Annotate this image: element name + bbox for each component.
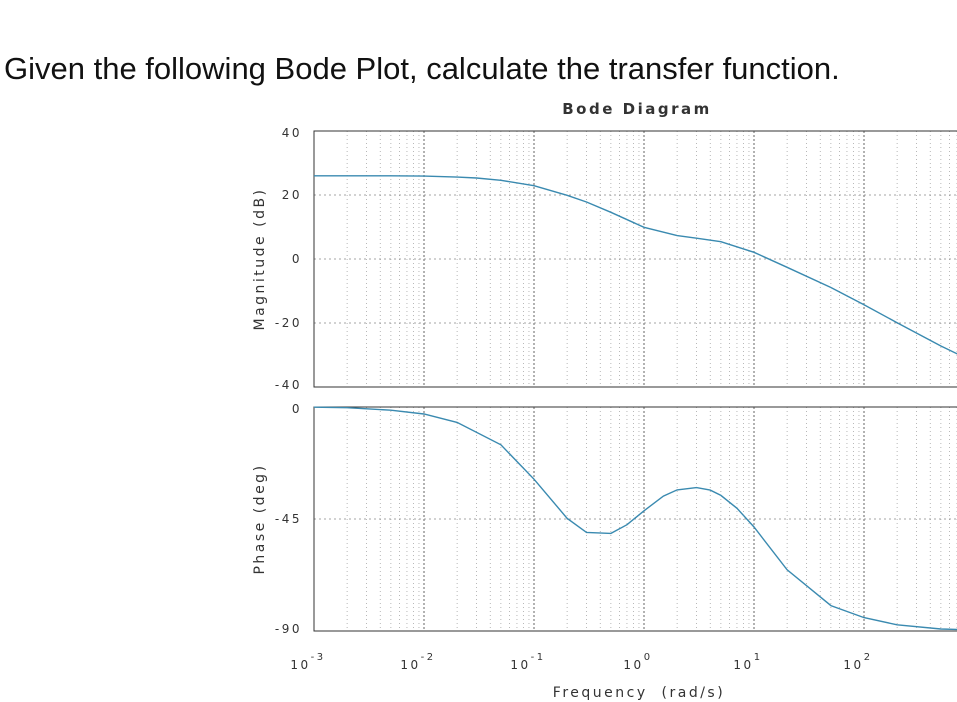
- phase-curve: [313, 406, 957, 631]
- x-tick-label: 10-3: [290, 652, 325, 672]
- phase-y-ticks: 0 -45 -90: [275, 402, 302, 636]
- phase-y-tick-label: -90: [275, 622, 302, 636]
- x-tick-label: 102: [843, 652, 872, 672]
- magnitude-curve: [314, 175, 957, 355]
- magnitude-y-tick-label: 40: [282, 126, 302, 140]
- chart-title: Bode Diagram: [562, 100, 711, 118]
- phase-plot-frame: [313, 406, 957, 632]
- x-tick-label: 100: [623, 652, 652, 672]
- frequency-x-ticks: 10-310-210-11001011021: [290, 652, 872, 672]
- frequency-axis-label: Frequency (rad/s): [553, 685, 725, 701]
- magnitude-y-tick-label: 0: [292, 252, 302, 266]
- phase-y-tick-label: -45: [275, 512, 302, 526]
- magnitude-plot-frame: [313, 130, 957, 388]
- magnitude-y-tick-label: -40: [275, 378, 302, 392]
- x-tick-label: 10-2: [400, 652, 435, 672]
- magnitude-y-tick-label: 20: [282, 188, 302, 202]
- phase-axis-label: Phase (deg): [252, 463, 268, 574]
- x-tick-label: 101: [733, 652, 762, 672]
- phase-y-tick-label: 0: [292, 402, 302, 416]
- x-tick-label: 10-1: [510, 652, 545, 672]
- magnitude-panel: 40 20 0 -20 -40 Magnitude (dB): [252, 126, 957, 392]
- phase-grid: [313, 407, 957, 631]
- magnitude-y-tick-label: -20: [275, 316, 302, 330]
- magnitude-y-ticks: 40 20 0 -20 -40: [275, 126, 302, 392]
- question-text: Given the following Bode Plot, calculate…: [4, 51, 840, 86]
- phase-panel: 0 -45 -90 Phase (deg): [252, 402, 957, 636]
- magnitude-grid: [313, 131, 957, 387]
- magnitude-axis-label: Magnitude (dB): [252, 187, 268, 330]
